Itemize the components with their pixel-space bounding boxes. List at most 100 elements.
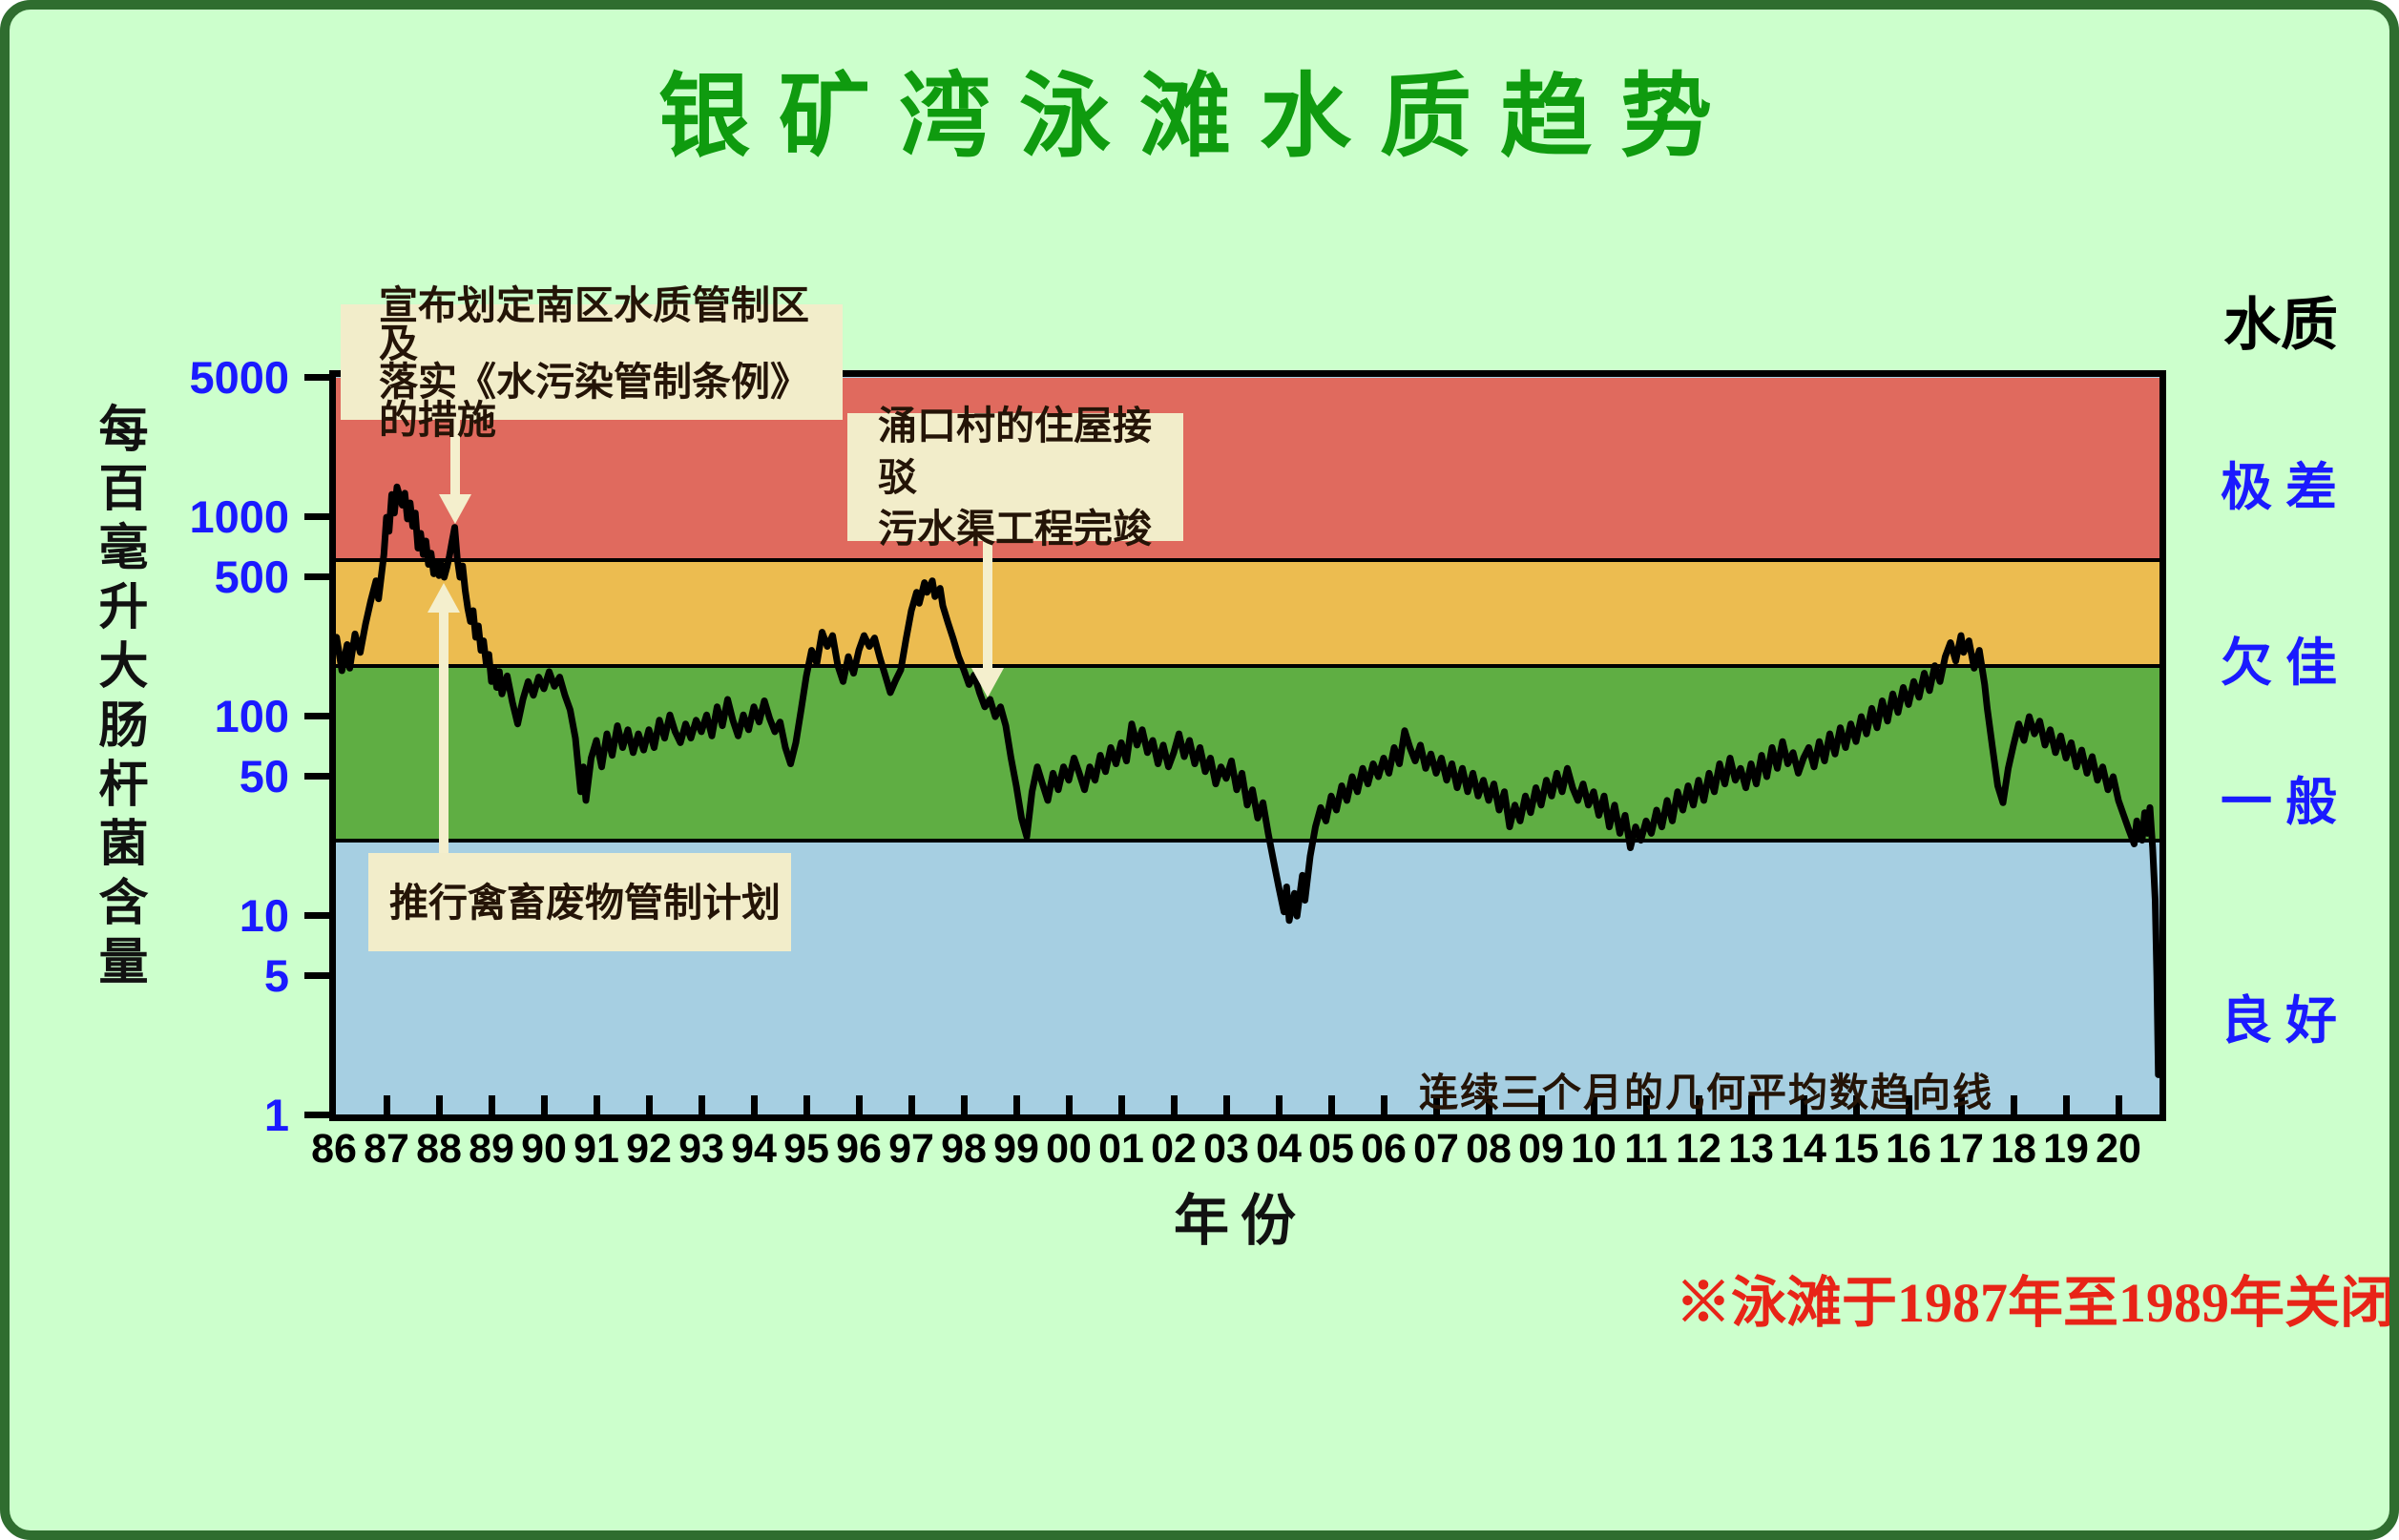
x-tick-label: 06: [1361, 1126, 1407, 1172]
x-tick-mark: [1958, 1095, 1965, 1114]
y-tick-mark: [304, 573, 336, 580]
x-tick-mark: [2063, 1095, 2070, 1114]
x-tick-mark: [646, 1095, 653, 1114]
x-tick-mark: [1538, 1095, 1545, 1114]
x-tick-mark: [541, 1095, 548, 1114]
x-tick-mark: [751, 1095, 758, 1114]
page-title: 银矿湾泳滩水质趋势: [658, 66, 1741, 168]
beach-closure-footnote: ※泳滩于1987年至1989年关闭: [1675, 1272, 2395, 1334]
x-tick-mark: [1486, 1095, 1492, 1114]
y-tick-mark: [304, 912, 336, 920]
x-tick-mark: [1328, 1095, 1335, 1114]
quality-label-good: 良好: [2221, 992, 2350, 1050]
x-tick-label: 97: [888, 1126, 934, 1172]
x-tick-mark: [1433, 1095, 1440, 1114]
quality-label-poor: 欠佳: [2221, 635, 2350, 692]
x-tick-mark: [1066, 1095, 1073, 1114]
x-tick-label: 87: [364, 1126, 409, 1172]
y-tick-label: 100: [214, 691, 289, 742]
annotation-sewerage-works: 涌口村的住屋接驳 污水渠工程完竣: [847, 404, 1183, 551]
x-tick-mark: [489, 1095, 495, 1114]
annotation-line: 污水渠工程完竣: [878, 507, 1152, 551]
y-tick-mark: [304, 773, 336, 780]
x-tick-label: 12: [1676, 1126, 1721, 1172]
x-axis-title: 年份: [1173, 1190, 1307, 1252]
y-tick-label: 10: [239, 890, 289, 942]
x-tick-label: 09: [1518, 1126, 1564, 1172]
x-tick-label: 94: [731, 1126, 777, 1172]
x-tick-label: 08: [1466, 1126, 1512, 1172]
x-tick-label: 15: [1833, 1126, 1879, 1172]
x-tick-mark: [1591, 1095, 1597, 1114]
x-tick-label: 16: [1886, 1126, 1931, 1172]
down-arrow-icon: [971, 668, 1004, 697]
x-tick-label: 18: [1991, 1126, 2036, 1172]
quality-label-fair: 一般: [2221, 774, 2350, 831]
x-tick-mark: [1906, 1095, 1912, 1114]
y-tick-mark: [304, 713, 336, 720]
x-tick-label: 95: [783, 1126, 829, 1172]
x-tick-mark: [1381, 1095, 1387, 1114]
y-tick-mark: [304, 972, 336, 979]
x-tick-mark: [1276, 1095, 1283, 1114]
x-tick-label: 13: [1728, 1126, 1774, 1172]
trend-line-path: [336, 483, 2159, 1078]
y-tick-label: 1: [263, 1090, 289, 1141]
x-tick-label: 20: [2096, 1126, 2141, 1172]
y-tick-label: 5: [263, 950, 289, 1001]
x-tick-label: 92: [626, 1126, 672, 1172]
x-tick-mark: [1643, 1095, 1650, 1114]
x-tick-label: 07: [1413, 1126, 1459, 1172]
x-tick-mark: [594, 1095, 600, 1114]
x-tick-label: 03: [1203, 1126, 1249, 1172]
x-tick-mark: [803, 1095, 810, 1114]
annotation-water-control-ordinance: 宣布划定南区水质管制区及 落实《水污染管制条例》 的措施: [341, 285, 843, 439]
up-arrow-icon: [428, 583, 460, 613]
up-arrow-icon: [439, 611, 449, 855]
x-tick-mark: [961, 1095, 968, 1114]
x-tick-mark: [1118, 1095, 1125, 1114]
band-boundary-line: [336, 838, 2159, 843]
x-tick-label: 99: [993, 1126, 1039, 1172]
x-tick-label: 19: [2043, 1126, 2089, 1172]
down-arrow-icon: [983, 540, 992, 670]
x-tick-label: 98: [941, 1126, 987, 1172]
x-tick-label: 17: [1938, 1126, 1984, 1172]
annotation-line: 的措施: [379, 397, 496, 442]
x-tick-mark: [436, 1095, 443, 1114]
x-tick-mark: [699, 1095, 705, 1114]
y-axis-title: 每百毫升大肠杆菌含量: [91, 403, 145, 994]
x-tick-label: 04: [1256, 1126, 1302, 1172]
band-boundary-line: [336, 557, 2159, 562]
x-tick-mark: [1748, 1095, 1755, 1114]
x-tick-label: 11: [1624, 1126, 1668, 1172]
ecoli-trend-curve: [336, 483, 2159, 1078]
x-tick-mark: [1223, 1095, 1230, 1114]
x-tick-mark: [384, 1095, 390, 1114]
x-tick-label: 91: [574, 1126, 619, 1172]
x-tick-mark: [2011, 1095, 2017, 1114]
quality-band: [336, 559, 2159, 666]
plot-area: 连续三个月的几何平均数趋向线: [329, 370, 2166, 1121]
x-tick-mark: [856, 1095, 863, 1114]
x-tick-label: 88: [416, 1126, 462, 1172]
x-tick-label: 93: [678, 1126, 724, 1172]
x-tick-label: 89: [469, 1126, 514, 1172]
down-arrow-icon: [450, 419, 460, 495]
quality-label-very-poor: 极差: [2221, 459, 2350, 516]
quality-legend-header: 水质: [2223, 294, 2338, 357]
quality-band: [336, 665, 2159, 841]
x-tick-label: 14: [1781, 1126, 1826, 1172]
x-tick-mark: [1013, 1095, 1020, 1114]
x-tick-label: 00: [1046, 1126, 1092, 1172]
annotation-line: 推行禽畜废物管制计划: [389, 880, 781, 925]
y-tick-label: 50: [239, 751, 289, 801]
x-tick-label: 90: [521, 1126, 567, 1172]
annotation-livestock-waste-scheme: 推行禽畜废物管制计划: [368, 853, 791, 951]
y-tick-mark: [304, 1112, 336, 1119]
down-arrow-icon: [439, 494, 471, 524]
y-tick-label: 1000: [189, 491, 289, 543]
trend-line-note: 连续三个月的几何平均数趋向线: [1419, 1071, 1993, 1114]
x-tick-label: 05: [1308, 1126, 1354, 1172]
